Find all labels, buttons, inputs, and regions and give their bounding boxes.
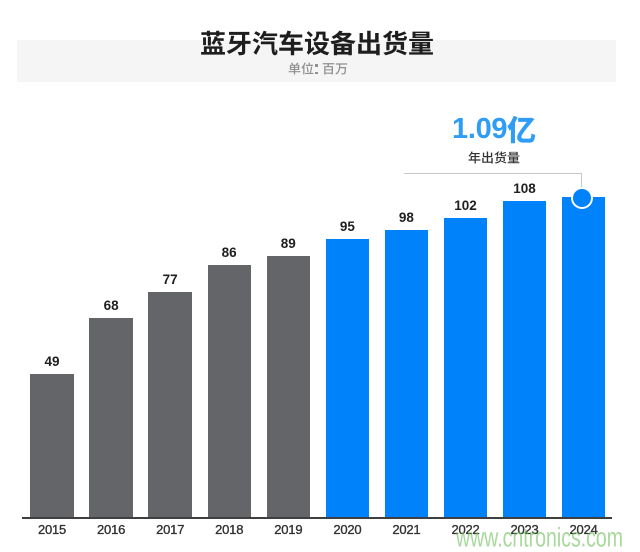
svg-text:www.cntronics.com: www.cntronics.com (455, 523, 623, 552)
